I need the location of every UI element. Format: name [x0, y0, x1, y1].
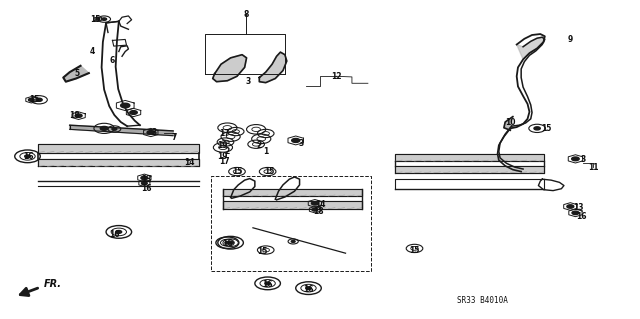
Text: 15: 15 — [90, 15, 100, 24]
Text: 15: 15 — [264, 167, 274, 176]
Text: 16: 16 — [141, 184, 152, 193]
Circle shape — [572, 157, 579, 161]
Text: 11: 11 — [588, 163, 598, 172]
Text: 16: 16 — [303, 285, 314, 293]
Polygon shape — [223, 201, 362, 209]
Circle shape — [228, 241, 234, 244]
Text: 9: 9 — [568, 35, 573, 44]
Text: 14: 14 — [184, 158, 195, 167]
Circle shape — [116, 231, 122, 233]
Circle shape — [567, 205, 574, 208]
Polygon shape — [38, 159, 198, 167]
Circle shape — [100, 126, 108, 130]
Circle shape — [291, 241, 295, 242]
Text: 1: 1 — [263, 147, 268, 156]
Circle shape — [292, 138, 300, 143]
Polygon shape — [259, 52, 287, 83]
Polygon shape — [396, 154, 543, 161]
Text: 4: 4 — [90, 47, 95, 56]
Circle shape — [36, 98, 42, 101]
Text: FR.: FR. — [44, 279, 62, 289]
Circle shape — [25, 155, 30, 158]
Circle shape — [572, 211, 579, 215]
Circle shape — [130, 111, 137, 114]
Polygon shape — [396, 166, 543, 173]
Circle shape — [102, 18, 107, 20]
Polygon shape — [212, 55, 246, 82]
Text: 2: 2 — [225, 147, 230, 156]
Circle shape — [225, 241, 230, 244]
Text: 18: 18 — [69, 111, 79, 120]
Polygon shape — [504, 117, 513, 130]
Polygon shape — [223, 189, 362, 196]
Text: 16: 16 — [262, 279, 273, 288]
Text: 15: 15 — [257, 247, 268, 256]
Text: 14: 14 — [315, 200, 325, 209]
Text: 3: 3 — [246, 77, 251, 86]
Text: 5: 5 — [75, 69, 80, 78]
Text: 16: 16 — [109, 230, 120, 239]
Text: 16: 16 — [222, 239, 233, 248]
Circle shape — [265, 282, 271, 285]
Circle shape — [306, 287, 311, 290]
Circle shape — [120, 103, 130, 108]
Text: 13: 13 — [141, 175, 152, 184]
Text: 8: 8 — [243, 10, 248, 19]
Text: 3: 3 — [151, 128, 157, 137]
Text: 19: 19 — [217, 152, 228, 161]
Circle shape — [312, 202, 318, 205]
Polygon shape — [63, 66, 89, 82]
Circle shape — [28, 98, 34, 101]
Text: 2: 2 — [257, 141, 262, 150]
Text: 15: 15 — [232, 167, 242, 176]
Circle shape — [147, 131, 154, 134]
Text: 7: 7 — [172, 133, 177, 142]
Text: 15: 15 — [541, 124, 551, 133]
Circle shape — [112, 128, 116, 130]
Text: 16: 16 — [24, 152, 34, 161]
Text: 16: 16 — [577, 211, 587, 220]
Text: 19: 19 — [217, 141, 228, 150]
Circle shape — [534, 127, 540, 130]
Text: 3: 3 — [580, 155, 586, 164]
Text: 13: 13 — [573, 203, 584, 212]
Text: 18: 18 — [314, 207, 324, 216]
Text: 15: 15 — [29, 95, 39, 104]
Text: 17: 17 — [219, 157, 230, 166]
Circle shape — [75, 114, 82, 117]
Circle shape — [141, 176, 148, 180]
Circle shape — [96, 18, 100, 20]
Circle shape — [312, 208, 318, 211]
Text: 17: 17 — [219, 129, 230, 138]
Circle shape — [141, 182, 147, 185]
Text: 15: 15 — [410, 246, 420, 255]
Polygon shape — [70, 125, 173, 136]
Text: 3: 3 — [298, 139, 303, 148]
Text: SR33 B4010A: SR33 B4010A — [458, 296, 508, 305]
Text: 10: 10 — [505, 117, 516, 127]
Polygon shape — [38, 144, 198, 152]
Text: 12: 12 — [331, 72, 341, 81]
Polygon shape — [516, 36, 545, 59]
Text: 6: 6 — [110, 56, 115, 65]
